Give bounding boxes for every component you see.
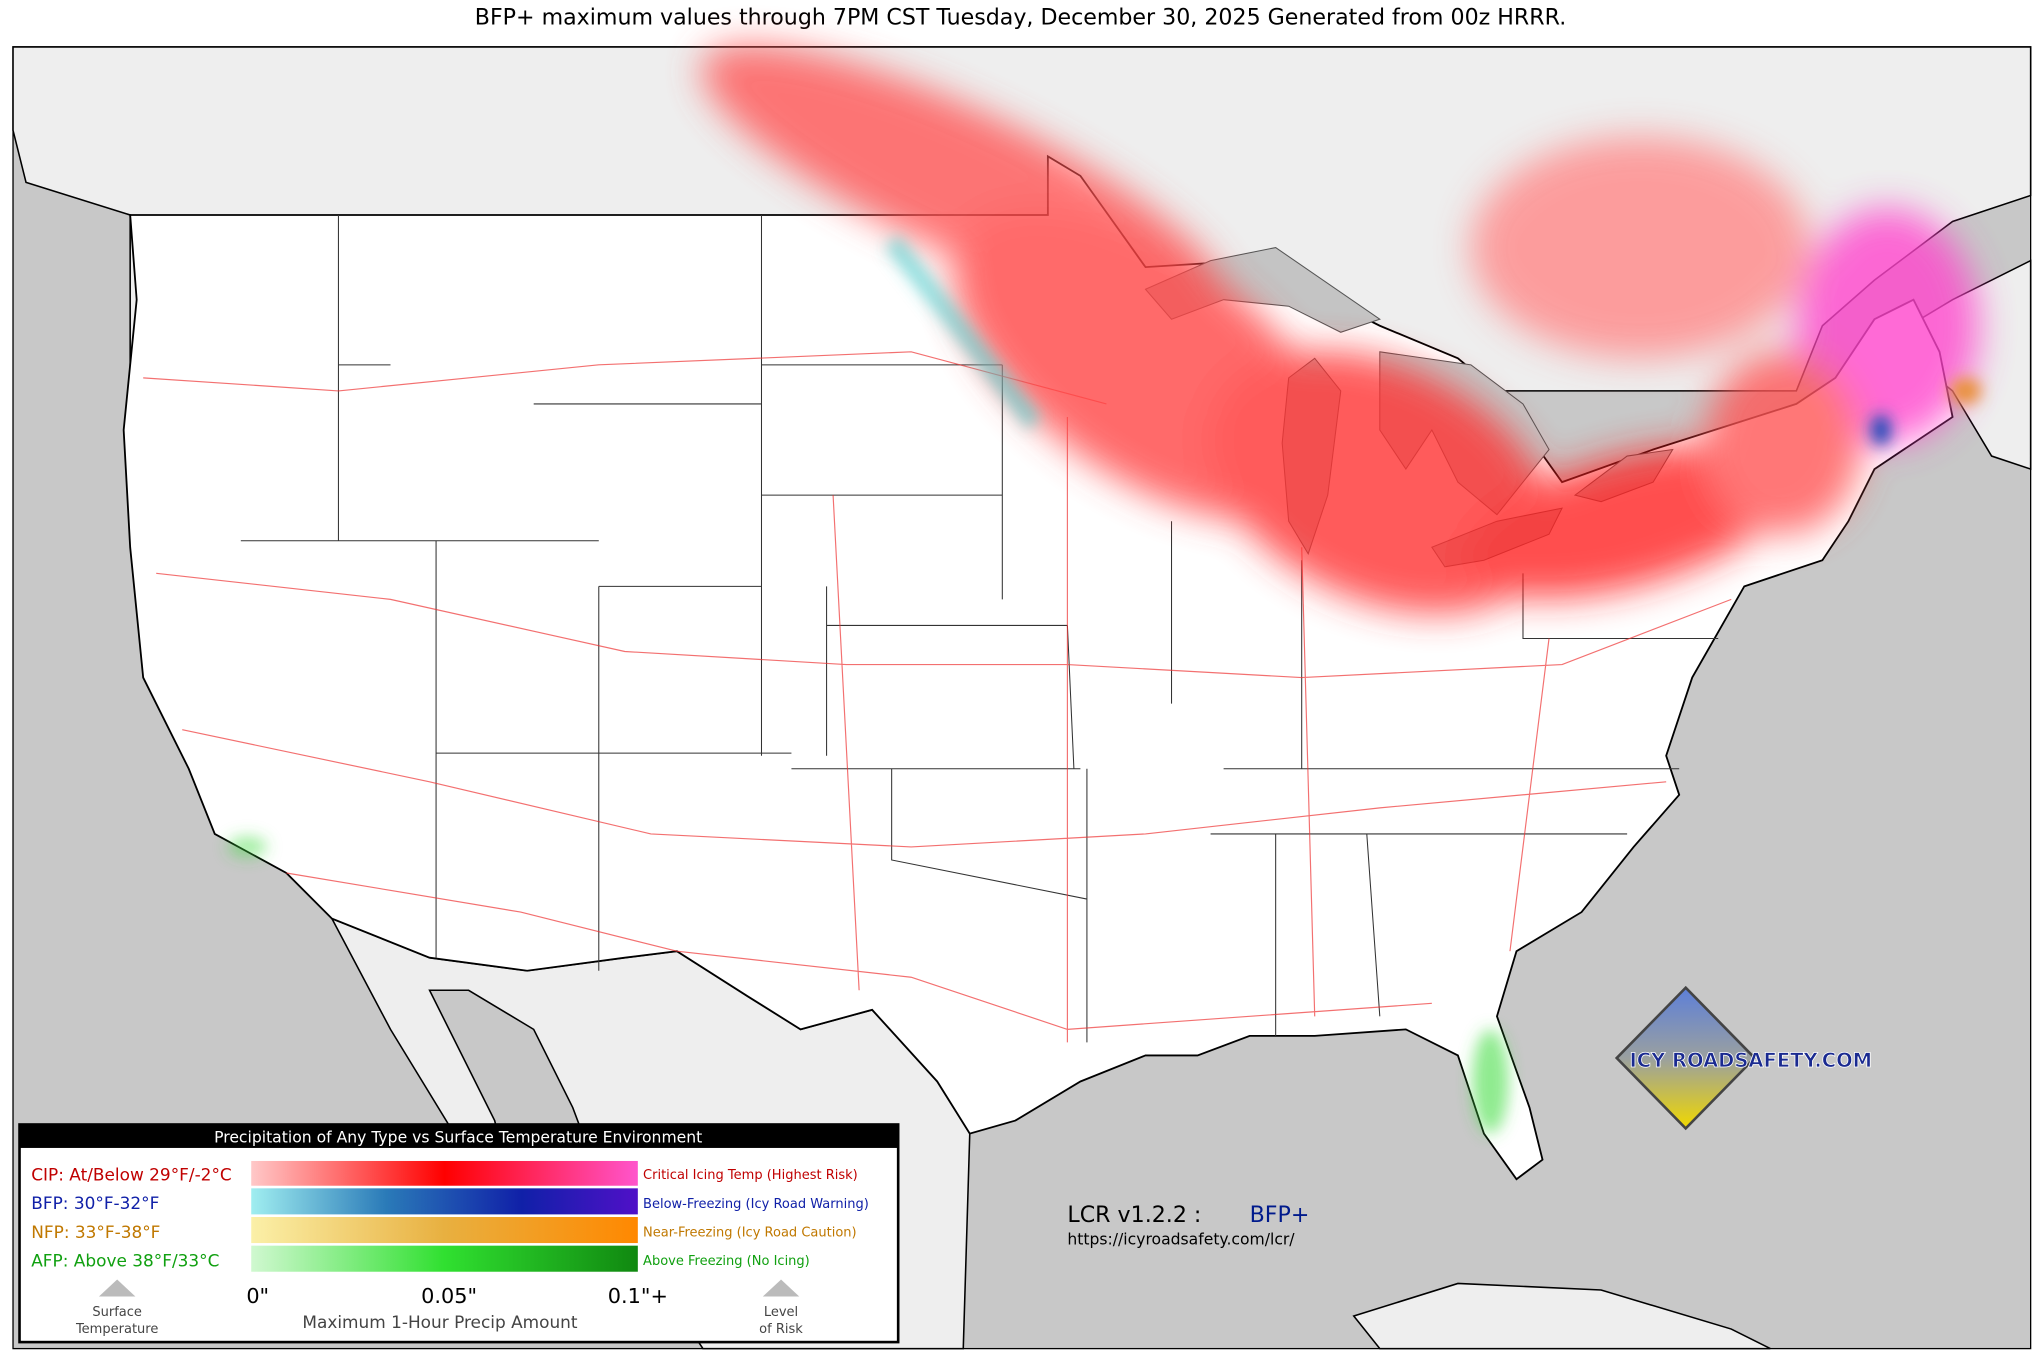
legend-row-label: BFP: 30°F-32°F	[31, 1193, 159, 1213]
legend-right-caption: Level	[764, 1305, 798, 1320]
precip-shading	[227, 44, 1982, 1134]
legend-left-caption: Temperature	[75, 1322, 158, 1337]
product-url: https://icyroadsafety.com/lcr/	[1067, 1230, 1295, 1248]
logo-text: ICY ROADSAFETY.COM	[1630, 1049, 1873, 1072]
legend-row-description: Above Freezing (No Icing)	[643, 1254, 810, 1269]
legend-header: Precipitation of Any Type vs Surface Tem…	[214, 1129, 702, 1147]
map-title: BFP+ maximum values through 7PM CST Tues…	[475, 5, 1566, 31]
legend-tick: 0.1"+	[608, 1284, 668, 1308]
legend: Precipitation of Any Type vs Surface Tem…	[18, 1123, 900, 1344]
product-label: BFP+	[1250, 1202, 1310, 1228]
legend-row-label: AFP: Above 38°F/33°C	[31, 1251, 219, 1271]
legend-axis-label: Maximum 1-Hour Precip Amount	[302, 1312, 578, 1332]
legend-row-description: Below-Freezing (Icy Road Warning)	[643, 1197, 869, 1212]
legend-tick: 0"	[246, 1284, 269, 1308]
legend-row-description: Near-Freezing (Icy Road Caution)	[643, 1226, 857, 1241]
legend-right-caption: of Risk	[759, 1322, 803, 1337]
legend-tick: 0.05"	[421, 1284, 477, 1308]
legend-row-label: NFP: 33°F-38°F	[31, 1222, 160, 1242]
version-label: LCR v1.2.2 :	[1067, 1202, 1201, 1228]
logo: ICY ROADSAFETY.COM	[1614, 985, 1873, 1131]
legend-left-caption: Surface	[92, 1305, 142, 1320]
legend-row-description: Critical Icing Temp (Highest Risk)	[643, 1168, 858, 1183]
legend-row-label: CIP: At/Below 29°F/-2°C	[31, 1165, 231, 1185]
